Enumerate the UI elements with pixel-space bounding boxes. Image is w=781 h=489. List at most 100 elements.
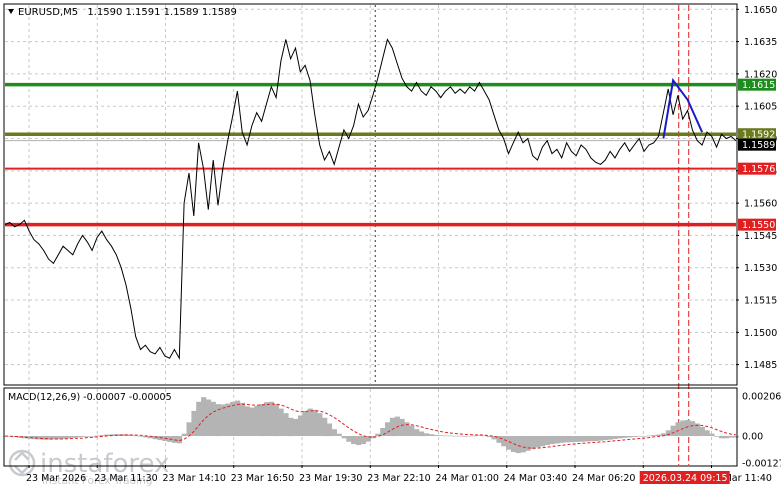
macd-bar (80, 436, 86, 437)
price-tick-label: 1.1650 (744, 5, 777, 16)
macd-bar (273, 404, 279, 437)
macd-bar (317, 413, 323, 436)
symbol-dropdown-icon[interactable] (8, 9, 14, 14)
macd-bar (346, 436, 352, 442)
level-label-box (738, 218, 776, 231)
macd-bar (728, 436, 734, 438)
macd-bar (462, 436, 468, 437)
level-labels: 1.1615 1.1592 1.1576 1.1550 1.1589 (738, 78, 776, 231)
macd-bar (525, 436, 531, 451)
macd-bar (336, 433, 342, 436)
macd-bar (302, 410, 308, 436)
macd-bar (205, 399, 212, 436)
macd-bar (31, 436, 37, 440)
macd-bar (191, 410, 197, 436)
macd-bar (428, 434, 434, 436)
macd-bar (293, 418, 299, 436)
macd-bar (235, 400, 241, 436)
symbol-timeframe: EURUSD,M5 (18, 7, 78, 18)
ohlc-values: 1.1590 1.1591 1.1589 1.1589 (87, 7, 237, 18)
current-price-box (738, 138, 776, 151)
level-label-support: 1.1576 (742, 164, 775, 175)
macd-bar (297, 415, 304, 436)
macd-bar (457, 435, 463, 437)
highlight-time-label: 2026.03.24 09:15 (643, 473, 728, 484)
macd-bar (375, 433, 381, 436)
macd-bar (365, 436, 371, 442)
macd-bar (665, 430, 671, 436)
macd-bar (244, 406, 250, 436)
price-levels (5, 82, 736, 227)
macd-bar (554, 436, 560, 444)
watermark-brand: instaforex (40, 449, 169, 479)
macd-bar (60, 436, 66, 439)
macd-bar (404, 422, 410, 436)
macd-bar (719, 436, 725, 439)
macd-bar (104, 434, 110, 436)
macd-bar (172, 436, 178, 443)
macd-bar (486, 436, 492, 438)
macd-bar (75, 436, 81, 438)
macd-bar (646, 435, 652, 437)
macd-bar (264, 402, 270, 436)
price-tick-label: 1.1620 (744, 69, 777, 80)
macd-bar (583, 436, 589, 442)
macd-bar (196, 401, 202, 436)
forecast-path-line (662, 77, 704, 139)
macd-bar (418, 431, 425, 437)
macd-bar (394, 416, 400, 436)
macd-bar (530, 436, 536, 450)
watermark-tagline: Instant Forex Trading (42, 475, 152, 487)
macd-bar (651, 435, 657, 436)
macd-bar (661, 433, 667, 436)
macd-bar (564, 436, 570, 443)
macd-bar (331, 429, 337, 436)
macd-bar (239, 402, 245, 436)
macd-bar (307, 408, 313, 436)
macd-bar (617, 436, 623, 439)
macd-bar (283, 413, 289, 436)
macd-bar (477, 435, 483, 436)
time-tick-label: 23 Mar 14:10 (162, 473, 225, 484)
macd-bar (65, 436, 71, 439)
macd-bar (641, 436, 647, 437)
macd-bar (341, 436, 347, 439)
macd-bar (549, 436, 555, 445)
macd-bar (656, 434, 662, 436)
macd-bar (491, 436, 497, 440)
macd-bar (622, 436, 628, 438)
macd-bar (17, 436, 23, 438)
macd-bar (186, 422, 192, 436)
macd-bar (268, 401, 274, 436)
level-label-support: 1.1550 (742, 220, 775, 231)
macd-bar (312, 409, 318, 436)
time-tick-label: 23 Mar 2026 (26, 473, 86, 484)
macd-signal-line (4, 403, 737, 449)
macd-bar (380, 428, 386, 436)
macd-bar (515, 436, 521, 454)
level-label-pivot: 1.1592 (742, 130, 775, 141)
price-series-line (4, 38, 737, 361)
macd-bar (215, 404, 221, 437)
macd-bar (133, 435, 139, 437)
macd-bar (351, 436, 357, 444)
instaforex-logo-icon (8, 449, 36, 477)
price-tick-label: 1.1635 (744, 37, 777, 48)
macd-bar (433, 434, 439, 436)
macd-bar (607, 436, 613, 440)
macd-bar (631, 436, 638, 437)
price-tick-label: 1.1545 (744, 231, 777, 242)
macd-bar (690, 421, 696, 436)
time-tick-label: 23 Mar 11:30 (94, 473, 157, 484)
macd-bar (51, 436, 57, 440)
time-tick-label: 23 Mar 22:10 (367, 473, 430, 484)
macd-bar (46, 436, 52, 440)
macd-bar (326, 423, 333, 437)
macd-tick-label: 0.00 (742, 432, 763, 443)
macd-bar (259, 404, 265, 437)
price-tick-label: 1.1530 (744, 263, 777, 274)
macd-bar (89, 436, 95, 437)
chart-header: EURUSD,M5 1.1590 1.1591 1.1589 1.1589 (18, 7, 237, 18)
macd-bar (423, 433, 429, 436)
